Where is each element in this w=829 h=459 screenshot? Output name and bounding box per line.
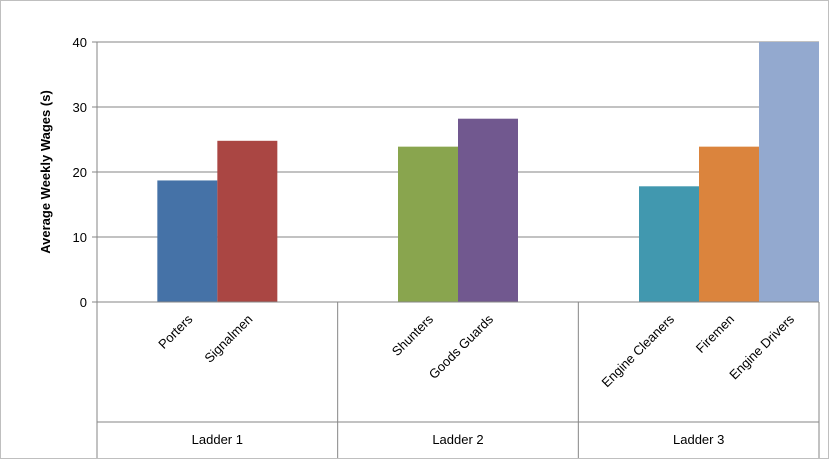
y-tick-label: 30 [73,100,87,115]
x-group-label: Ladder 2 [432,432,483,447]
axes-layer [92,41,820,458]
x-group-label: Ladder 1 [192,432,243,447]
x-group-label: Ladder 3 [673,432,724,447]
bars-layer [157,42,819,302]
bar [398,146,458,302]
bar [699,146,759,302]
y-tick-label: 10 [73,230,87,245]
y-axis-title: Average Weekly Wages (s) [38,90,53,254]
y-tick-label: 40 [73,35,87,50]
bar [157,180,218,302]
bar [217,140,278,302]
bar [759,42,819,302]
bar [458,118,518,302]
y-tick-label: 20 [73,165,87,180]
bar [639,186,699,302]
y-tick-label: 0 [80,295,87,310]
